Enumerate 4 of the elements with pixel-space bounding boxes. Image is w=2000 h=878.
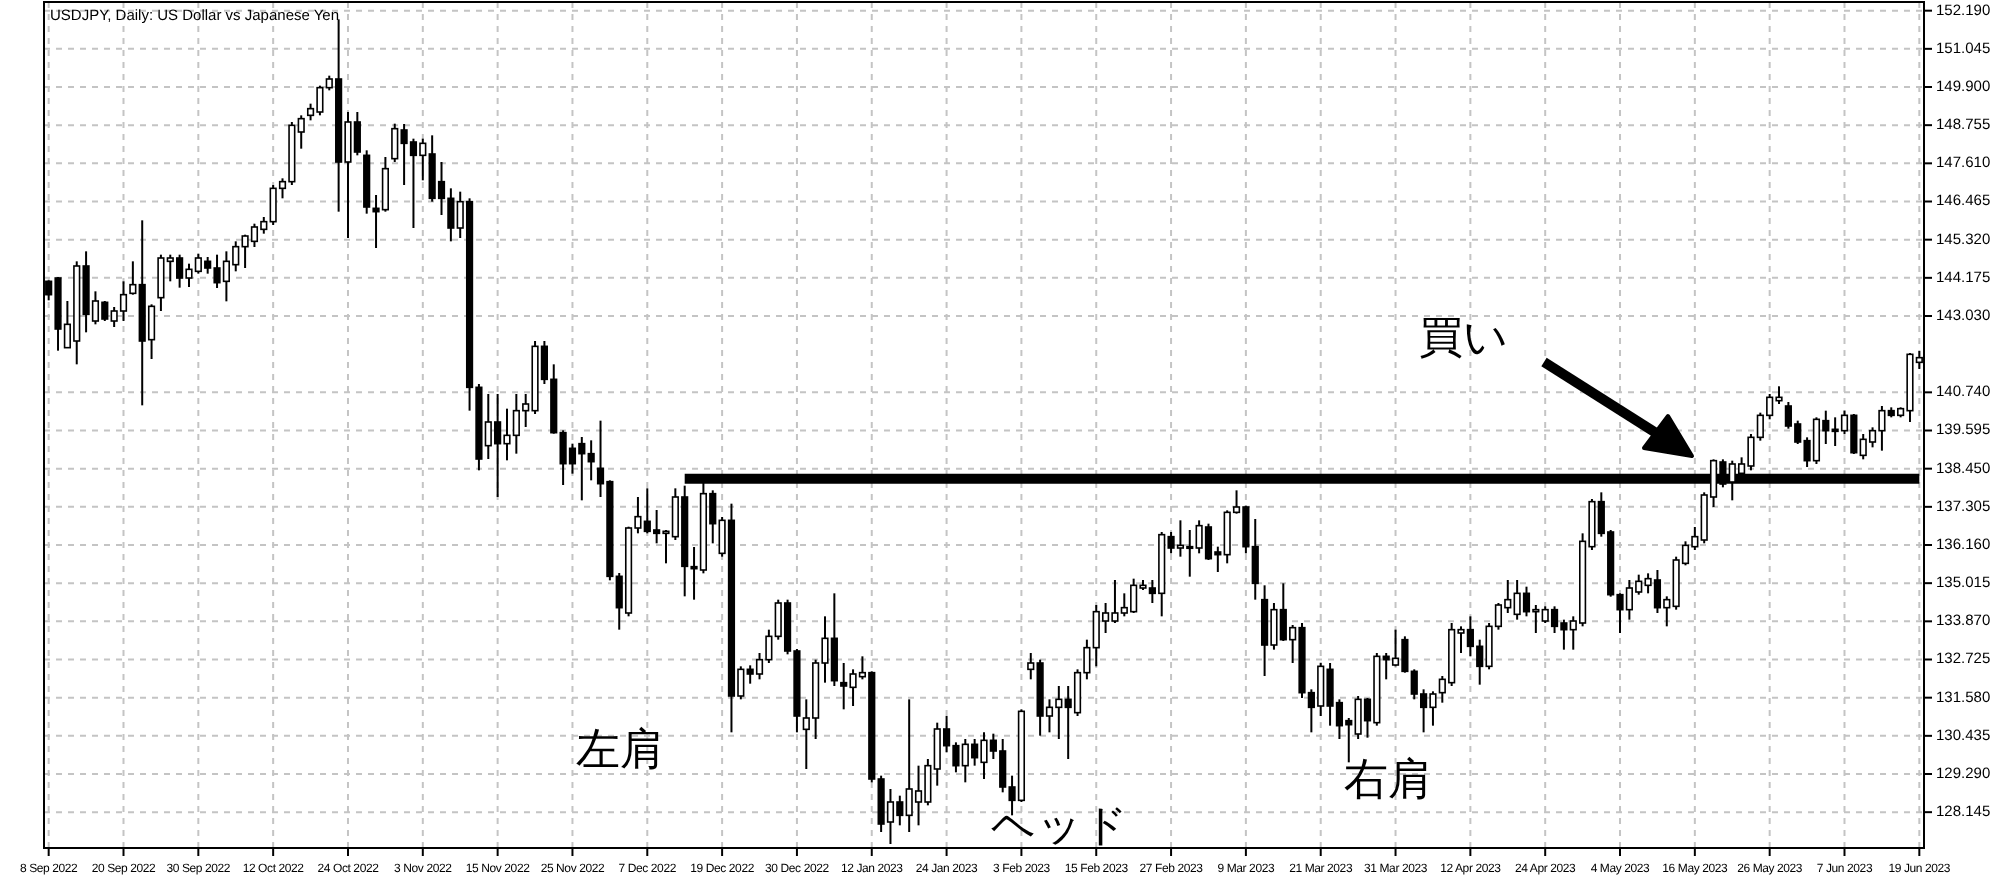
annotation: ヘッド bbox=[991, 800, 1129, 850]
annotation: 右肩 bbox=[1344, 754, 1432, 804]
annotation: 買い bbox=[1419, 312, 1509, 362]
annotation: 左肩 bbox=[576, 724, 664, 774]
